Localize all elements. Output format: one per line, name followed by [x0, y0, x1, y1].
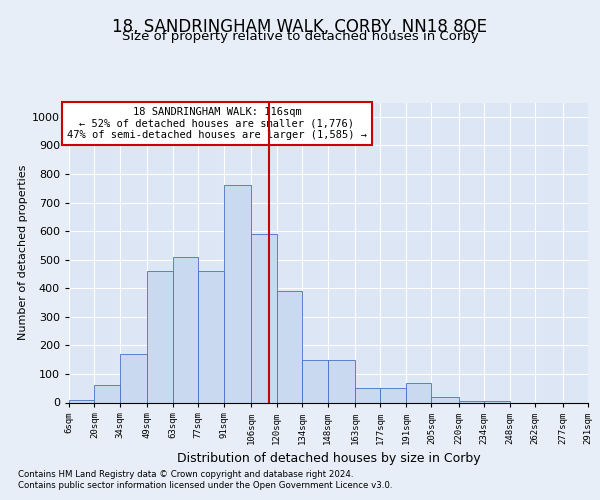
- Bar: [198, 271, 224, 402]
- Bar: [94, 386, 120, 402]
- Bar: [120, 354, 148, 403]
- Bar: [406, 382, 431, 402]
- Bar: [355, 388, 380, 402]
- Text: Contains HM Land Registry data © Crown copyright and database right 2024.: Contains HM Land Registry data © Crown c…: [18, 470, 353, 479]
- Bar: [302, 360, 328, 403]
- Bar: [380, 388, 406, 402]
- Text: Size of property relative to detached houses in Corby: Size of property relative to detached ho…: [122, 30, 478, 43]
- Text: Contains public sector information licensed under the Open Government Licence v3: Contains public sector information licen…: [18, 481, 392, 490]
- Bar: [484, 401, 509, 402]
- Text: 18 SANDRINGHAM WALK: 116sqm
← 52% of detached houses are smaller (1,776)
47% of : 18 SANDRINGHAM WALK: 116sqm ← 52% of det…: [67, 107, 367, 140]
- Bar: [277, 291, 302, 403]
- Bar: [459, 401, 484, 402]
- Text: 18, SANDRINGHAM WALK, CORBY, NN18 8QE: 18, SANDRINGHAM WALK, CORBY, NN18 8QE: [113, 18, 487, 36]
- Bar: [224, 186, 251, 402]
- Bar: [173, 257, 198, 402]
- Bar: [251, 234, 277, 402]
- X-axis label: Distribution of detached houses by size in Corby: Distribution of detached houses by size …: [176, 452, 481, 465]
- Bar: [148, 271, 173, 402]
- Bar: [69, 400, 94, 402]
- Bar: [431, 397, 459, 402]
- Bar: [328, 360, 355, 403]
- Y-axis label: Number of detached properties: Number of detached properties: [18, 165, 28, 340]
